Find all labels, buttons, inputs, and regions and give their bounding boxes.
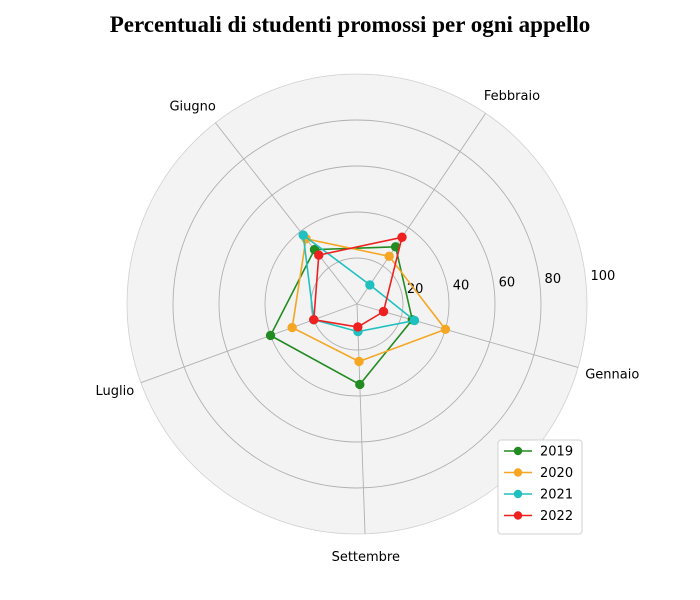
grid-spoke xyxy=(356,303,366,534)
legend-marker xyxy=(513,489,523,499)
legend-box xyxy=(497,439,583,535)
grid-spoke xyxy=(356,113,486,305)
category-labels: Gennaio Febbraio Giugno Luglio Settembre xyxy=(96,89,640,565)
legend-entry: 2021 xyxy=(504,488,573,503)
data-point xyxy=(378,306,389,317)
data-point xyxy=(354,356,364,367)
data-point xyxy=(440,324,451,335)
data-point xyxy=(287,322,297,333)
series-line xyxy=(312,236,404,328)
legend-entry: 2019 xyxy=(504,445,573,460)
data-point xyxy=(314,250,324,260)
category-label: Luglio xyxy=(96,384,135,399)
radial-tick-label: 80 xyxy=(545,272,562,287)
series-line xyxy=(291,237,447,363)
series-line xyxy=(302,233,417,333)
series-line xyxy=(269,245,414,386)
data-point xyxy=(409,315,420,326)
legend-marker xyxy=(513,446,523,456)
legend-label: 2021 xyxy=(540,488,573,503)
legend-label: 2019 xyxy=(540,445,573,460)
radar-grid xyxy=(140,113,579,534)
data-point xyxy=(353,322,363,332)
legend-entry: 2020 xyxy=(504,466,573,481)
grid-ring xyxy=(310,257,404,351)
legend-label: 2022 xyxy=(540,509,573,524)
data-point xyxy=(265,330,276,341)
radial-tick-label: 60 xyxy=(499,275,516,290)
legend-marker xyxy=(513,511,523,520)
radial-tick-label: 100 xyxy=(590,269,615,284)
data-point xyxy=(355,379,365,390)
series-2019 xyxy=(265,242,417,390)
series-2022 xyxy=(309,232,407,332)
grid-spoke xyxy=(215,122,358,305)
data-point xyxy=(298,230,308,240)
data-point xyxy=(397,232,407,242)
data-point xyxy=(384,251,394,262)
category-label: Settembre xyxy=(332,550,400,565)
legend-label: 2020 xyxy=(540,466,573,481)
radial-tick-label: 40 xyxy=(453,279,470,294)
grid-ring xyxy=(172,119,542,489)
data-point xyxy=(309,315,319,325)
grid-spoke xyxy=(140,303,358,384)
category-label: Gennaio xyxy=(585,367,639,382)
grid-ring xyxy=(218,165,496,443)
series-layer xyxy=(265,230,451,390)
category-label: Febbraio xyxy=(484,89,540,104)
grid-ring xyxy=(264,211,450,397)
data-point xyxy=(365,280,375,290)
chart-title: Percentuali di studenti promossi per ogn… xyxy=(109,12,591,37)
legend-entry: 2022 xyxy=(504,509,573,524)
category-label: Giugno xyxy=(169,99,215,114)
legend: 2019 2020 2021 2022 xyxy=(497,439,583,535)
grid-spoke xyxy=(356,303,579,368)
legend-marker xyxy=(513,468,523,477)
